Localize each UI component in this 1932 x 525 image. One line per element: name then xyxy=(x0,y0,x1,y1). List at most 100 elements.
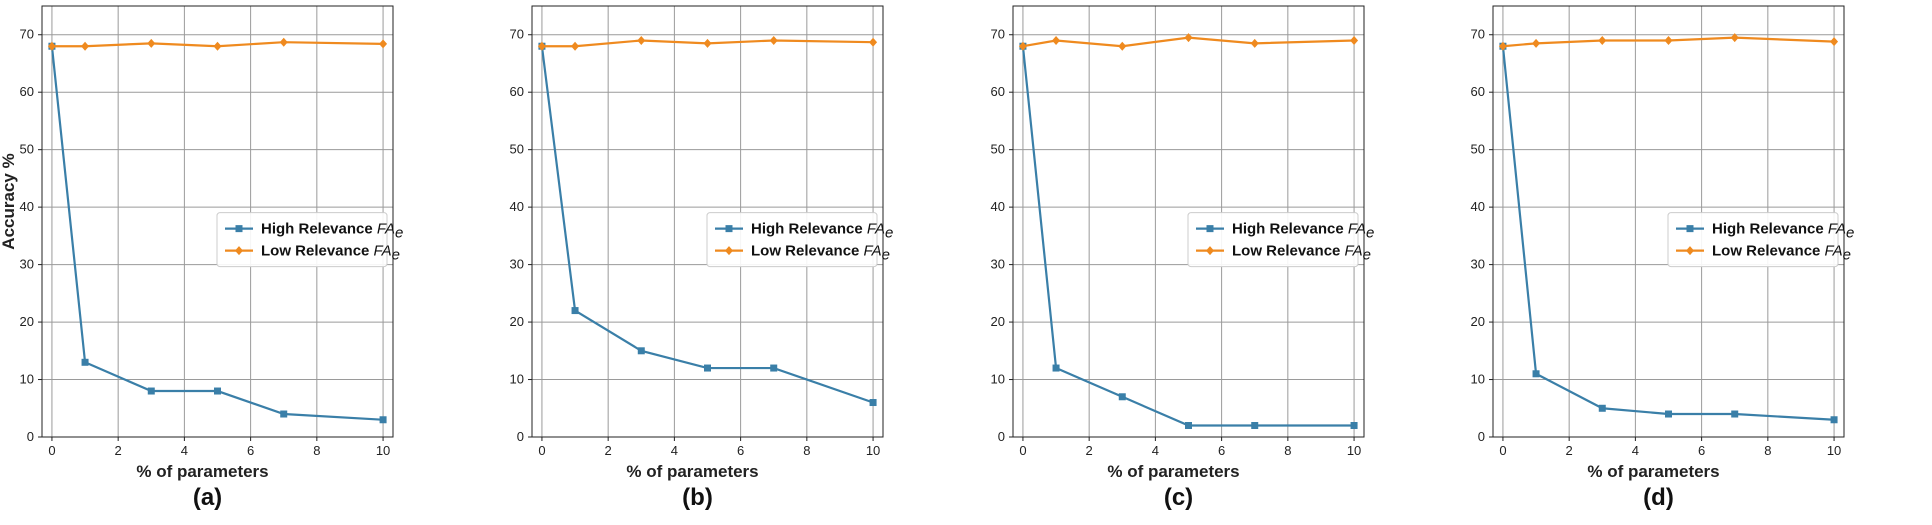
y-tick-label: 10 xyxy=(1471,372,1485,387)
x-tick-label: 4 xyxy=(1632,443,1639,458)
chart-panel-3: 0 2 4 6 8 10 0 10 20 30 40 50 60 70 % of parameters Hig… xyxy=(991,5,1374,511)
data-point-high-relevance xyxy=(869,399,877,407)
data-point-high-relevance xyxy=(1118,393,1126,401)
series-line-low-relevance xyxy=(1502,36,1835,48)
y-tick-label: 10 xyxy=(991,372,1005,387)
data-point-low-relevance xyxy=(769,35,778,45)
data-point-low-relevance xyxy=(1664,35,1673,45)
legend-marker-diamond xyxy=(1686,246,1694,256)
panel-label: (b) xyxy=(682,484,713,511)
x-tick-label: 8 xyxy=(803,443,810,458)
chart-panel-2: 0 2 4 6 8 10 0 10 20 30 40 50 60 70 % of parameters Hig… xyxy=(510,5,893,511)
x-tick-label: 2 xyxy=(115,443,122,458)
data-point-low-relevance xyxy=(637,35,646,45)
data-point-high-relevance xyxy=(637,347,645,355)
data-point-low-relevance xyxy=(147,38,156,48)
legend-label: Low Relevance FAe xyxy=(1712,243,1851,264)
data-point-high-relevance xyxy=(1665,410,1672,418)
x-tick-label: 0 xyxy=(1019,443,1026,458)
panel-label: (d) xyxy=(1643,484,1674,511)
series-line-high-relevance xyxy=(1501,46,1835,421)
data-point-high-relevance xyxy=(1598,404,1606,412)
data-point-high-relevance xyxy=(1052,364,1060,372)
y-tick-label: 30 xyxy=(20,257,34,272)
data-point-low-relevance xyxy=(81,41,90,51)
x-tick-label: 10 xyxy=(866,443,880,458)
data-point-low-relevance xyxy=(1830,37,1839,47)
x-tick-label: 0 xyxy=(538,443,545,458)
series-line-high-relevance xyxy=(1021,46,1355,427)
x-tick-label: 10 xyxy=(376,443,390,458)
x-tick-label: 10 xyxy=(1827,443,1841,458)
y-tick-label: 70 xyxy=(1471,27,1485,42)
y-tick-label: 20 xyxy=(510,314,524,329)
legend-box xyxy=(1187,212,1359,268)
data-point-high-relevance xyxy=(379,416,387,424)
legend-label: Low Relevance FAe xyxy=(1232,243,1371,264)
legend-label: Low Relevance FAe xyxy=(751,243,890,264)
data-point-high-relevance xyxy=(1830,416,1838,424)
y-tick-label: 70 xyxy=(20,27,34,42)
data-point-high-relevance xyxy=(1185,422,1192,430)
data-point-low-relevance xyxy=(703,38,712,48)
data-point-low-relevance xyxy=(279,37,288,47)
data-point-low-relevance xyxy=(1730,33,1739,43)
y-tick-label: 60 xyxy=(20,84,34,99)
panel-label: (c) xyxy=(1164,484,1193,511)
x-axis-label: % of parameters xyxy=(136,462,268,481)
y-axis-label: Accuracy % xyxy=(0,153,18,249)
legend-marker-square xyxy=(1686,225,1694,233)
data-point-high-relevance xyxy=(147,387,155,395)
legend-label: Low Relevance FAe xyxy=(261,243,400,264)
legend-label: High Relevance FAe xyxy=(751,221,893,242)
data-point-low-relevance xyxy=(571,41,580,51)
panel-label: (a) xyxy=(193,484,222,511)
x-axis-label: % of parameters xyxy=(1107,462,1239,481)
data-point-high-relevance xyxy=(571,307,579,315)
y-tick-label: 0 xyxy=(27,429,34,444)
legend-box xyxy=(216,212,388,268)
x-tick-label: 0 xyxy=(48,443,55,458)
data-point-low-relevance xyxy=(1052,35,1061,45)
plot-frame xyxy=(1492,5,1845,438)
x-tick-label: 8 xyxy=(1764,443,1771,458)
plot-frame xyxy=(531,5,884,438)
data-point-low-relevance xyxy=(869,37,878,47)
data-point-low-relevance xyxy=(1598,35,1607,45)
x-tick-label: 6 xyxy=(247,443,254,458)
y-tick-label: 10 xyxy=(510,372,524,387)
y-tick-label: 30 xyxy=(510,257,524,272)
plot-frame xyxy=(41,5,394,438)
x-tick-label: 6 xyxy=(737,443,744,458)
data-point-low-relevance xyxy=(1184,33,1193,43)
legend-marker-square xyxy=(725,225,733,233)
data-point-low-relevance xyxy=(1350,35,1359,45)
data-point-low-relevance xyxy=(47,41,56,51)
data-point-high-relevance xyxy=(1251,422,1259,430)
data-point-high-relevance xyxy=(1731,410,1739,418)
data-point-low-relevance xyxy=(1018,41,1027,51)
x-tick-label: 2 xyxy=(1566,443,1573,458)
legend-marker-square xyxy=(1206,225,1214,233)
y-tick-label: 60 xyxy=(510,84,524,99)
y-tick-label: 40 xyxy=(510,199,524,214)
series-line-high-relevance xyxy=(50,46,384,421)
x-tick-label: 0 xyxy=(1499,443,1506,458)
legend-marker-diamond xyxy=(235,246,243,256)
x-tick-label: 6 xyxy=(1218,443,1225,458)
data-point-low-relevance xyxy=(1250,38,1259,48)
x-tick-label: 4 xyxy=(671,443,678,458)
data-point-low-relevance xyxy=(1532,38,1541,48)
data-point-high-relevance xyxy=(1532,370,1540,378)
series-line-low-relevance xyxy=(51,41,384,48)
y-tick-label: 40 xyxy=(20,199,34,214)
y-tick-label: 70 xyxy=(991,27,1005,42)
data-point-low-relevance xyxy=(1118,41,1127,51)
legend-box xyxy=(1667,212,1839,268)
x-axis-label: % of parameters xyxy=(626,462,758,481)
y-tick-label: 0 xyxy=(517,429,524,444)
legend-box xyxy=(706,212,878,268)
x-tick-label: 10 xyxy=(1347,443,1361,458)
x-tick-label: 4 xyxy=(1152,443,1159,458)
